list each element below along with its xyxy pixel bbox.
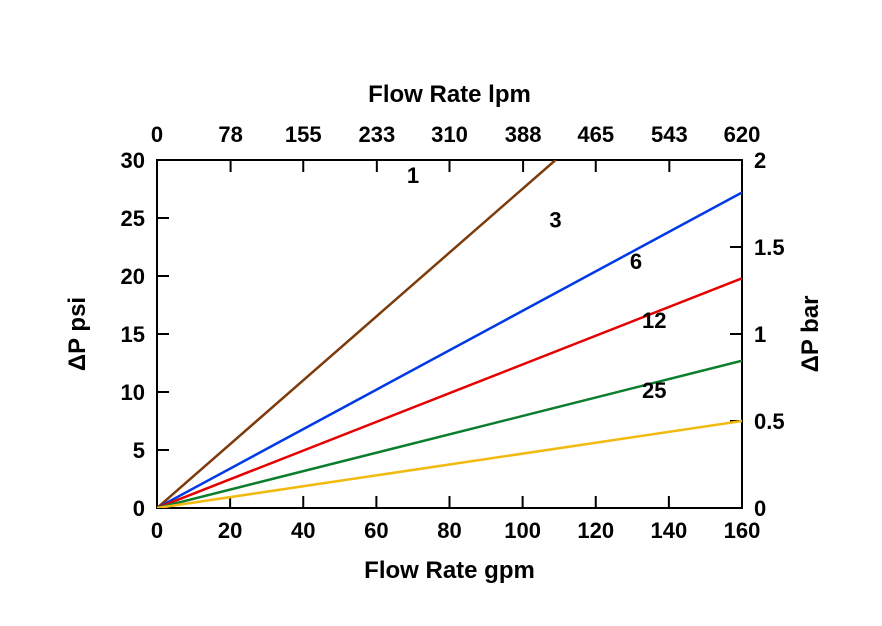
- line-chart: 020406080100120140160Flow Rate gpm078155…: [0, 0, 882, 626]
- x-top-tick-label: 155: [285, 122, 322, 147]
- chart-container: { "chart": { "type": "line", "canvas": {…: [0, 0, 882, 626]
- series-label-3: 3: [549, 207, 561, 232]
- x-bottom-tick-label: 80: [437, 518, 461, 543]
- series-group: [157, 160, 742, 508]
- x-top-tick-label: 0: [151, 122, 163, 147]
- y-left-tick-label: 5: [133, 438, 145, 463]
- series-label-1: 1: [407, 163, 419, 188]
- y-right-tick-label: 2: [754, 148, 766, 173]
- x-bottom-tick-label: 20: [218, 518, 242, 543]
- x-top-tick-label: 310: [431, 122, 468, 147]
- x-top-tick-label: 620: [724, 122, 761, 147]
- y-left-tick-label: 0: [133, 496, 145, 521]
- y-right-tick-label: 1.5: [754, 235, 785, 260]
- y-left-tick-label: 30: [121, 148, 145, 173]
- series-label-6: 6: [630, 249, 642, 274]
- series-line-3: [157, 192, 742, 508]
- y-left-tick-label: 25: [121, 206, 145, 231]
- y-right-tick-label: 1: [754, 322, 766, 347]
- x-bottom-tick-label: 120: [577, 518, 614, 543]
- y-left-tick-label: 20: [121, 264, 145, 289]
- x-bottom-tick-label: 100: [504, 518, 541, 543]
- y-left-tick-label: 10: [121, 380, 145, 405]
- x-top-tick-label: 388: [505, 122, 542, 147]
- y-right-title: ΔP bar: [797, 296, 824, 373]
- series-label-25: 25: [642, 378, 666, 403]
- x-top-tick-label: 543: [651, 122, 688, 147]
- x-bottom-title: Flow Rate gpm: [364, 557, 535, 584]
- x-bottom-tick-label: 160: [724, 518, 761, 543]
- y-right-tick-label: 0: [754, 496, 766, 521]
- y-left-title: ΔP psi: [64, 297, 91, 371]
- y-left-tick-label: 15: [121, 322, 145, 347]
- x-top-title: Flow Rate lpm: [368, 81, 531, 108]
- x-top-tick-label: 233: [358, 122, 395, 147]
- series-line-1: [157, 160, 556, 508]
- x-bottom-tick-label: 60: [364, 518, 388, 543]
- x-top-tick-label: 78: [218, 122, 242, 147]
- x-bottom-tick-label: 140: [651, 518, 688, 543]
- x-bottom-tick-label: 0: [151, 518, 163, 543]
- y-right-tick-label: 0.5: [754, 409, 785, 434]
- series-label-12: 12: [642, 308, 666, 333]
- plot-border: [157, 160, 742, 508]
- x-top-tick-label: 465: [577, 122, 614, 147]
- x-bottom-tick-label: 40: [291, 518, 315, 543]
